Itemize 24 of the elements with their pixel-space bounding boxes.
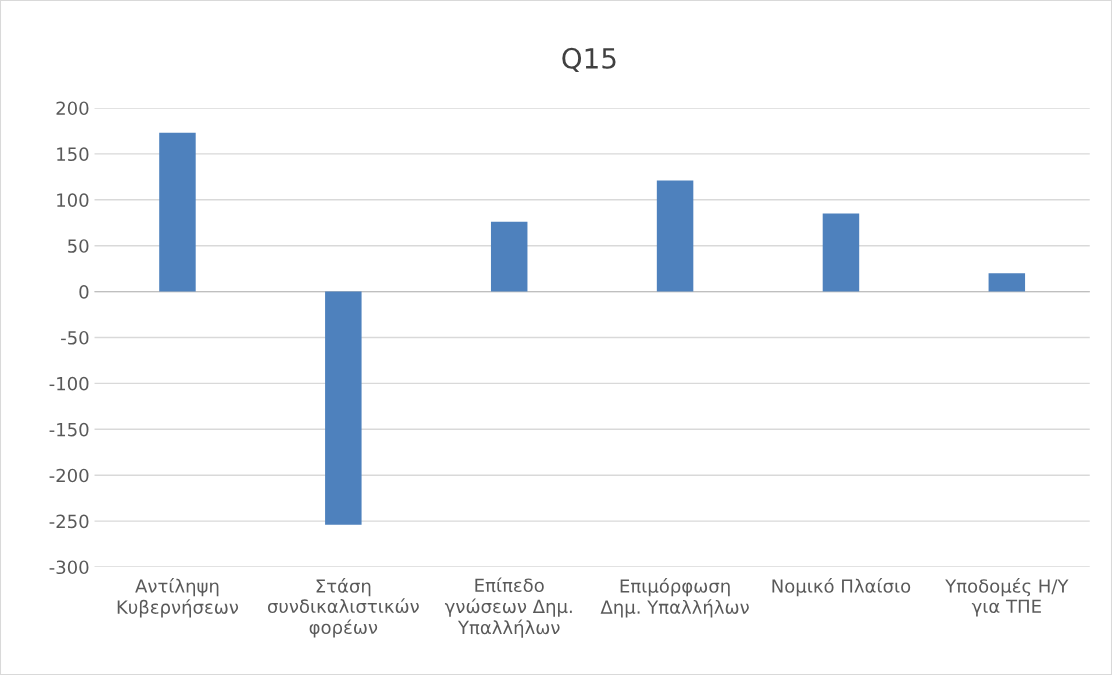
y-tick-label: 200: [56, 101, 89, 116]
bar: [490, 221, 528, 292]
y-tick-label: 0: [79, 285, 89, 299]
y-tick-label: -50: [61, 330, 89, 345]
x-tick-label: Υποδομές Η/Υ για ΤΠΕ: [945, 578, 1069, 617]
y-tick-label: 150: [57, 147, 89, 162]
y-tick-label: -100: [49, 376, 89, 391]
y-tick-label: -200: [49, 468, 89, 483]
bar: [159, 132, 196, 292]
x-tick-label: Αντίληψη Κυβερνήσεων: [117, 578, 239, 618]
y-tick-label: 50: [68, 239, 89, 253]
chart-title: Q15: [562, 47, 616, 72]
bar: [325, 291, 362, 525]
x-tick-label: Στάση συνδικαλιστικών φορέων: [267, 578, 419, 638]
x-tick-label: Επιμόρφωση Δημ. Υπαλλήλων: [600, 578, 749, 618]
x-tick-label: Νομικό Πλαίσιο: [772, 578, 911, 597]
bar: [822, 213, 860, 292]
x-tick-label: Επίπεδο γνώσεων Δημ. Υπαλλήλων: [444, 577, 572, 638]
bar: [988, 273, 1026, 292]
y-tick-label: -300: [49, 560, 89, 575]
y-tick-label: -250: [49, 514, 89, 529]
y-tick-label: -150: [49, 422, 89, 437]
bar: [656, 180, 694, 292]
y-tick-label: 100: [57, 193, 89, 207]
